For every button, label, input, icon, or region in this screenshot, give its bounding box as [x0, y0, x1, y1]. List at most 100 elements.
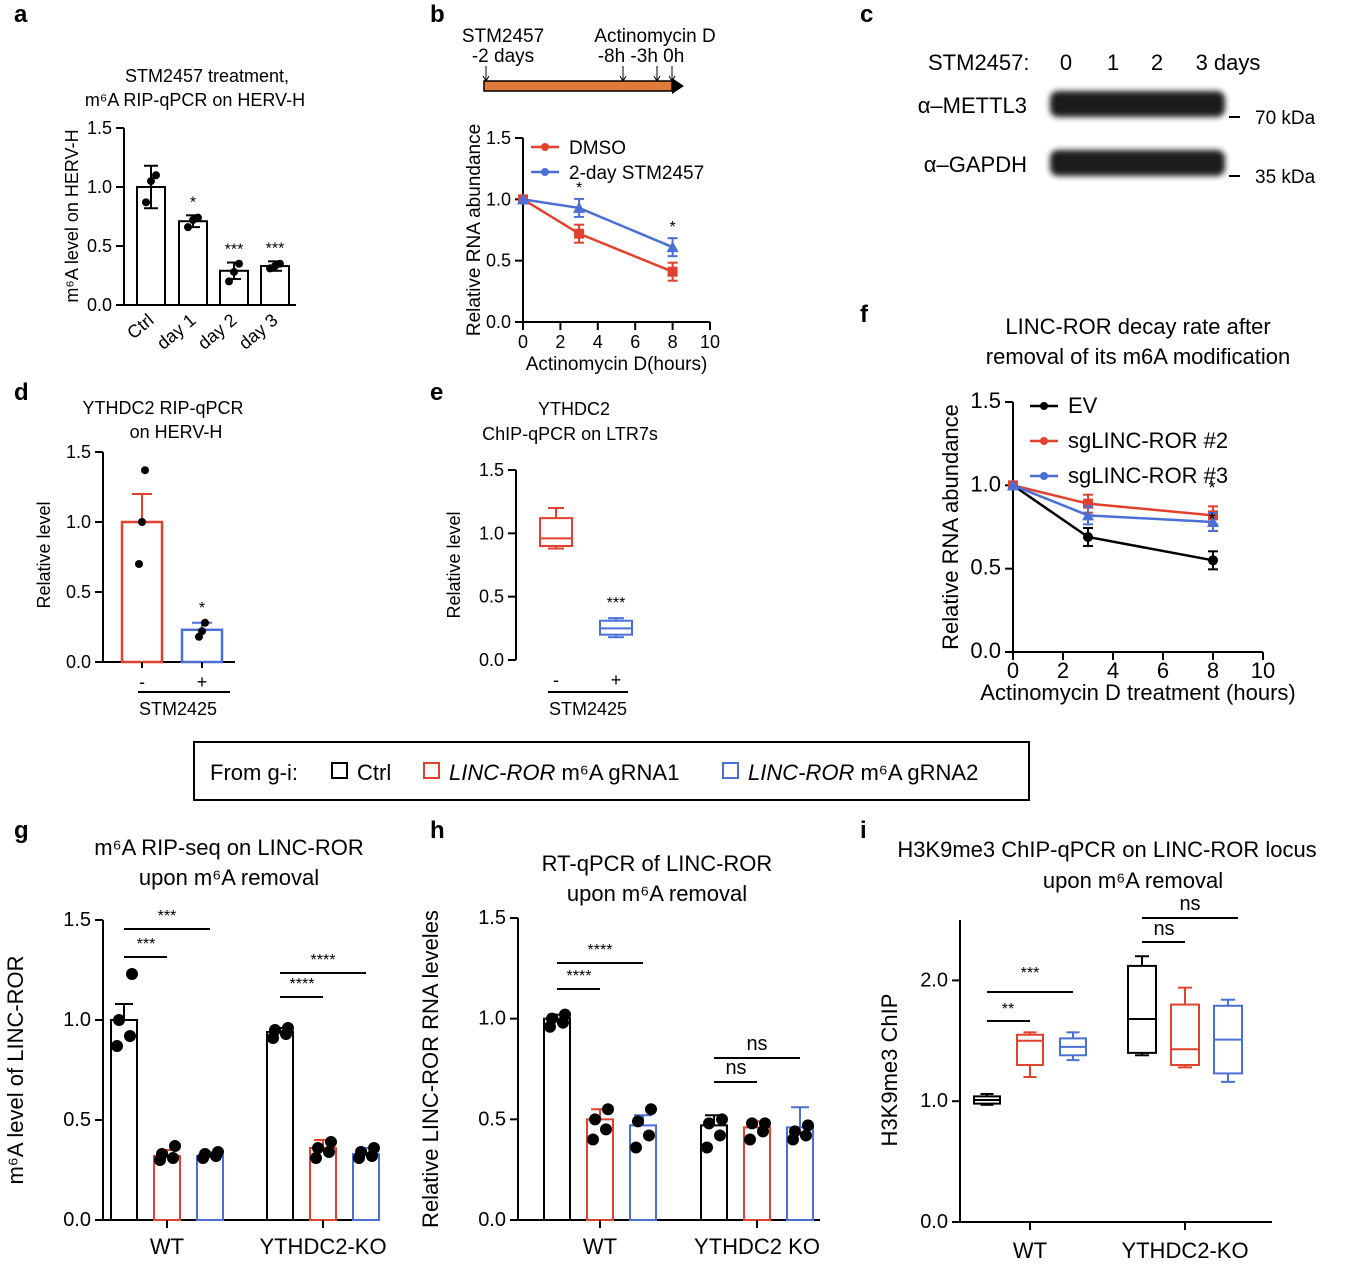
chart-subtitle-a: m⁶A RIP-qPCR on HERV-H: [85, 90, 305, 110]
bar-a: [260, 265, 290, 306]
data-point-h: [746, 1117, 758, 1130]
data-point-f: [1083, 498, 1093, 509]
data-point-g: [167, 1152, 179, 1164]
bracket-label-h: ****: [567, 968, 592, 985]
timeline-arrow-tip: [668, 75, 676, 82]
data-point-f: [1208, 555, 1218, 566]
data-point-h: [559, 1008, 571, 1021]
data-point-h: [632, 1115, 644, 1128]
data-point-a: [276, 259, 284, 268]
x-tick-label-f: 4: [1107, 658, 1119, 683]
data-point-g: [310, 1152, 322, 1164]
panel-label-c: c: [860, 1, 873, 28]
x-tick-label-g: WT: [150, 1234, 184, 1259]
x-tick-label-i: YTHDC2-KO: [1121, 1238, 1248, 1263]
data-point-g: [126, 968, 138, 980]
data-point-h: [789, 1125, 801, 1138]
legend-box: [193, 741, 1030, 801]
x-tick-label-a: day 3: [235, 310, 282, 354]
chart-subtitle-d: on HERV-H: [130, 422, 223, 442]
chart-title-a: STM2457 treatment,: [125, 66, 289, 86]
y-tick-label-g: 1.0: [63, 1009, 91, 1031]
y-tick-label-a: 1.0: [87, 177, 112, 197]
y-axis-label-a: m⁶A level on HERV-H: [62, 129, 82, 302]
y-tick-label-g: 0.5: [63, 1109, 91, 1131]
chart-subtitle-e: ChIP-qPCR on LTR7s: [482, 424, 658, 444]
bracket-label-i: ***: [1021, 965, 1040, 982]
blot-antibody-label: α–GAPDH: [924, 152, 1027, 177]
chart-subtitle-h: upon m⁶A removal: [567, 881, 747, 906]
y-tick-label-f: 1.0: [970, 471, 1001, 496]
blot-band: [1050, 91, 1225, 117]
y-axis-label-e: Relative level: [444, 511, 464, 618]
group-label-d: STM2425: [139, 699, 217, 719]
data-point-g: [368, 1142, 380, 1154]
data-point-d: [135, 560, 143, 568]
significance-f: *: [1208, 478, 1215, 498]
box-i: [1127, 964, 1157, 1054]
legend-swatch: [331, 762, 348, 779]
y-tick-label-h: 1.0: [478, 1008, 506, 1030]
y-tick-label-e: 1.5: [479, 460, 504, 480]
timeline-arrowhead: [672, 78, 684, 94]
legend-label-b: DMSO: [569, 138, 626, 159]
y-tick-label-h: 0.0: [478, 1209, 506, 1231]
y-tick-label-i: 0.0: [920, 1211, 948, 1233]
data-point-g: [325, 1136, 337, 1148]
significance-b: *: [576, 180, 582, 197]
legend-swatch: [722, 762, 739, 779]
y-tick-label-h: 1.5: [478, 907, 506, 929]
bracket-label-g: ***: [158, 908, 177, 925]
data-point-g: [111, 1040, 123, 1052]
legend-label-f: sgLINC-ROR #3: [1068, 463, 1228, 488]
data-point-a: [235, 259, 243, 268]
panel-label-b: b: [430, 1, 445, 28]
data-point-g: [355, 1146, 367, 1158]
timeline-right-sub: -8h -3h 0h: [598, 46, 685, 67]
legend-prefix: From g-i:: [210, 760, 298, 785]
blot-lane-label: 1: [1107, 50, 1119, 75]
data-point-h: [802, 1119, 814, 1132]
y-axis-label-i: H3K9me3 ChIP: [877, 994, 902, 1147]
significance-e: ***: [607, 595, 626, 612]
y-tick-label-e: 0.5: [479, 587, 504, 607]
x-tick-label-a: day 1: [153, 310, 200, 354]
y-tick-label-d: 1.0: [66, 512, 91, 532]
legend-marker-f: [1040, 402, 1048, 410]
legend-marker-b: [541, 143, 549, 151]
data-point-f: [1207, 516, 1219, 527]
data-point-h: [587, 1133, 599, 1146]
y-tick-label-d: 0.5: [66, 582, 91, 602]
panel-label-g: g: [14, 817, 29, 844]
chart-title-f: LINC-ROR decay rate after: [1005, 314, 1270, 339]
x-tick-label-e: -: [553, 670, 559, 690]
data-point-a: [194, 213, 202, 222]
legend-label-b: 2-day STM2457: [569, 163, 704, 184]
data-point-g: [269, 1024, 281, 1036]
data-point-h: [703, 1117, 715, 1130]
data-point-g: [156, 1148, 168, 1160]
y-tick-label-a: 0.0: [87, 295, 112, 315]
blot-lane-label: 2: [1151, 50, 1163, 75]
x-tick-label-d: -: [139, 672, 145, 692]
x-axis-label-b: Actinomycin D(hours): [526, 354, 708, 375]
bar-h: [543, 1017, 571, 1222]
legend-item-suffix: m⁶A gRNA1: [555, 760, 679, 785]
data-point-h: [701, 1141, 713, 1154]
data-point-a: [230, 267, 238, 276]
data-point-d: [201, 618, 209, 627]
x-tick-label-a: day 2: [194, 310, 241, 354]
y-tick-label-a: 1.5: [87, 118, 112, 138]
x-tick-label-i: WT: [1013, 1238, 1047, 1263]
data-point-d: [138, 518, 146, 526]
y-tick-label-i: 2.0: [920, 969, 948, 991]
data-point-h: [643, 1129, 655, 1142]
data-point-g: [282, 1022, 294, 1034]
y-tick-label-b: 0.0: [486, 312, 511, 332]
y-axis-label-d: Relative level: [34, 501, 54, 608]
data-point-h: [600, 1123, 612, 1136]
data-point-a: [225, 277, 233, 286]
y-tick-label-a: 0.5: [87, 236, 112, 256]
data-point-b: [666, 241, 679, 253]
y-tick-label-b: 1.0: [486, 189, 511, 209]
